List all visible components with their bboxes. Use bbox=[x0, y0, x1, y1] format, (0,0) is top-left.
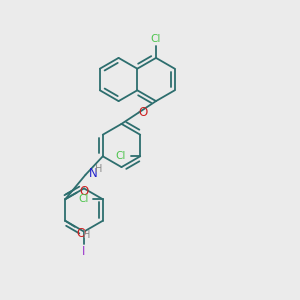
Text: Cl: Cl bbox=[78, 194, 88, 204]
Text: H: H bbox=[95, 164, 103, 174]
Text: I: I bbox=[82, 245, 86, 258]
Text: Cl: Cl bbox=[116, 151, 126, 161]
Text: O: O bbox=[139, 106, 148, 119]
Text: O: O bbox=[80, 184, 89, 198]
Text: Cl: Cl bbox=[151, 34, 161, 44]
Text: N: N bbox=[88, 167, 97, 180]
Text: O: O bbox=[76, 227, 85, 240]
Text: H: H bbox=[83, 230, 91, 240]
